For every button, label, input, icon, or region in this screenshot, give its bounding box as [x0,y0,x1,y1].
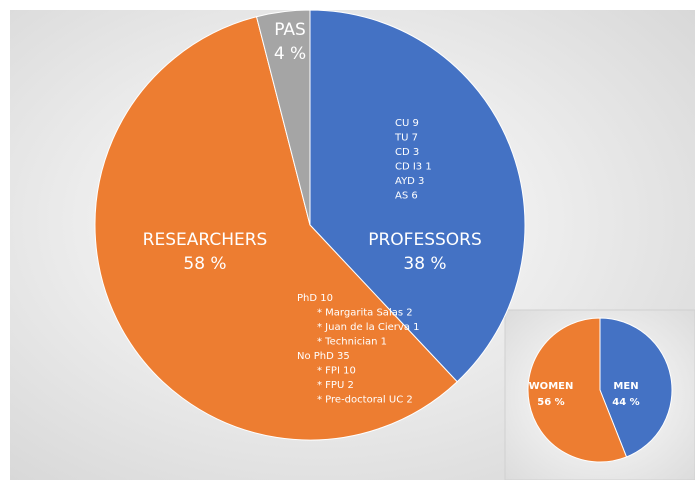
pie-slice [527,317,628,463]
slice-note: TU 7 [394,133,418,144]
slice-label: WOMEN [529,381,574,392]
pie-slice [94,16,458,441]
slice-value-label: 4 % [274,44,306,64]
slice-label: PAS [274,20,306,40]
slice-label: RESEARCHERS [143,230,268,250]
pie-slice [255,9,311,226]
slice-value-label: 56 % [537,397,564,408]
slice-note: PhD 10 [297,293,333,304]
slice-label: MEN [613,381,638,392]
slice-note: No PhD 35 [297,351,350,362]
pie-slice [599,317,673,458]
pie-slice [309,9,526,383]
slice-value-label: 44 % [612,397,639,408]
slice-note: AS 6 [395,191,418,202]
slice-note: * Pre-doctoral UC 2 [317,395,413,406]
slice-note: AYD 3 [395,176,424,187]
slice-value-label: 58 % [183,254,226,274]
slice-note: * FPI 10 [317,366,356,377]
slice-note: CD I3 1 [395,162,432,173]
slice-note: CU 9 [395,118,419,129]
slice-note: * FPU 2 [317,380,354,391]
slice-label: PROFESSORS [368,230,482,250]
slice-note: * Margarita Salas 2 [317,308,413,319]
slice-note: CD 3 [395,147,419,158]
slice-note: * Juan de la Cierva 1 [317,322,420,333]
slice-value-label: 38 % [403,254,446,274]
slice-note: * Technician 1 [317,337,387,348]
